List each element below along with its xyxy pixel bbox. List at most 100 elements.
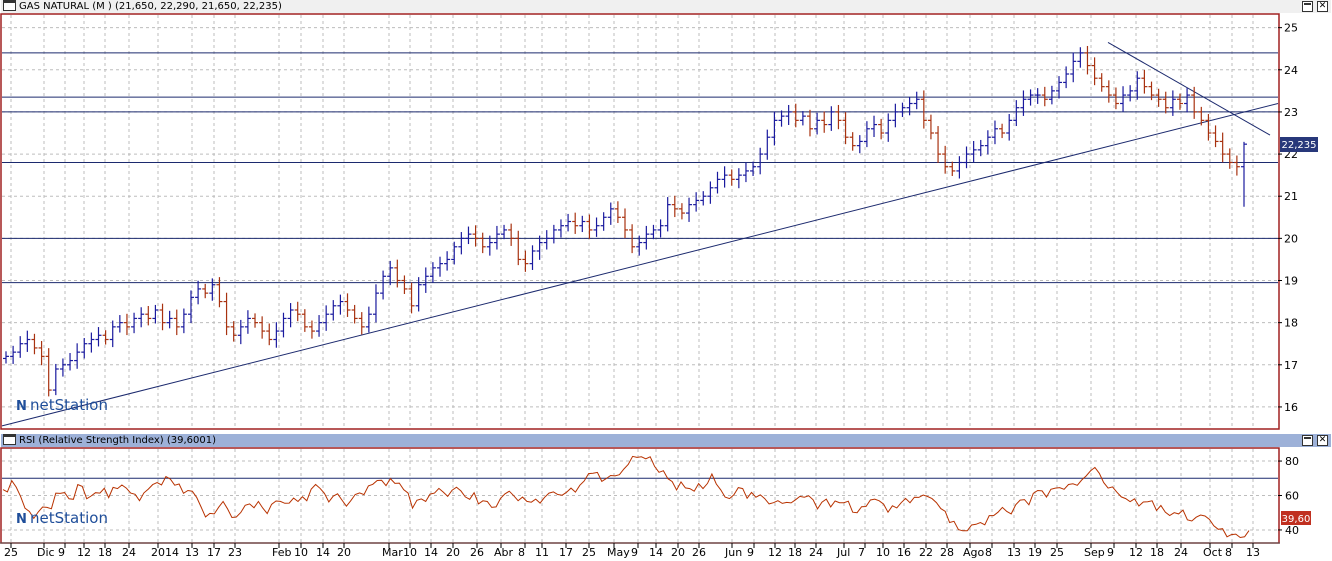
x-axis: 25 Dic 9 12 18 24 2014 13 17 23 Feb 10 14 20 Mar 10 14 20…: [0, 542, 1280, 559]
x-axis-label: Ago: [963, 546, 985, 559]
x-axis-label: 14: [316, 546, 330, 559]
ohlc-bar: [294, 301, 301, 322]
ohlc-bar: [920, 90, 927, 129]
x-axis-label: 24: [122, 546, 136, 559]
ohlc-bar: [173, 309, 180, 336]
price-grid: [2, 15, 1278, 428]
x-axis-label: 20: [337, 546, 351, 559]
ohlc-bar: [771, 111, 778, 146]
ohlc-bar: [1169, 90, 1176, 116]
ohlc-bar: [394, 259, 401, 288]
x-axis-label: 14: [649, 546, 663, 559]
rsi-series-line: [2, 455, 1250, 539]
x-axis-label: 8: [1225, 546, 1232, 559]
price-last-value-bg: [1280, 137, 1318, 152]
ohlc-bar: [821, 111, 828, 133]
close-button[interactable]: ✕: [1317, 1, 1328, 12]
ohlc-bar: [892, 103, 899, 128]
x-axis-label: Jul: [836, 546, 850, 559]
ohlc-bar: [899, 102, 906, 117]
ohlc-bar: [714, 171, 721, 194]
ohlc-bar: [1233, 155, 1240, 176]
ohlc-bar: [579, 215, 586, 233]
ohlc-bar: [266, 323, 273, 346]
ohlc-bar: [45, 348, 52, 397]
x-axis-label: 8: [518, 546, 525, 559]
ohlc-bar: [1141, 69, 1148, 94]
ohlc-bar: [1034, 88, 1041, 104]
ohlc-bar: [565, 213, 572, 232]
ohlc-bar: [387, 260, 394, 286]
watermark-logo-icon: N: [16, 399, 27, 414]
ohlc-bar: [750, 161, 757, 176]
ohlc-bar: [1155, 88, 1162, 107]
x-axis-label: 10: [294, 546, 308, 559]
ohlc-bar: [529, 245, 536, 270]
ohlc-bar: [252, 313, 259, 328]
rsi-grid: [2, 449, 1278, 542]
ohlc-bar: [742, 162, 749, 183]
ohlc-bar: [1176, 93, 1183, 110]
ohlc-bar: [1148, 81, 1155, 101]
ohlc-bar: [1191, 86, 1198, 119]
ohlc-bar: [465, 226, 472, 245]
ohlc-bar: [814, 112, 821, 135]
ohlc-bar: [707, 181, 714, 204]
price-axis-label: 21: [1284, 190, 1298, 203]
ohlc-bar: [301, 309, 308, 332]
x-axis-label: 12: [77, 546, 91, 559]
ohlc-bar: [1020, 90, 1027, 116]
ohlc-bar: [472, 225, 479, 247]
ohlc-bar: [102, 330, 109, 345]
ohlc-bar: [38, 340, 45, 366]
maximize-button[interactable]: [1302, 1, 1313, 12]
x-axis-label: Mar: [382, 546, 403, 559]
price-panel-titlebar: GAS NATURAL (M ) (21,650, 22,290, 21,650…: [1, 0, 1331, 13]
x-axis-label: 10: [876, 546, 890, 559]
rsi-watermark-text: netStation: [30, 509, 108, 527]
rsi-close-button[interactable]: ✕: [1317, 435, 1328, 446]
ohlc-bar: [1041, 86, 1048, 107]
price-plot-frame: [0, 13, 1280, 430]
x-axis-label: Sep: [1084, 546, 1105, 559]
rsi-panel: 40 60 80 39,60 N netStation: [0, 447, 1311, 544]
x-axis-label: May: [607, 546, 630, 559]
ohlc-bar: [223, 292, 230, 336]
x-axis-label: 8: [985, 546, 992, 559]
ohlc-bar: [67, 352, 74, 371]
ohlc-bar: [572, 212, 579, 234]
ohlc-bar: [287, 303, 294, 328]
ohlc-bar: [17, 336, 24, 358]
ohlc-bar: [1098, 73, 1105, 92]
x-axis-label: 12: [768, 546, 782, 559]
ohlc-bar: [913, 91, 920, 110]
x-axis-label: 17: [207, 546, 221, 559]
x-axis-label: 13: [1246, 546, 1260, 559]
ohlc-bar: [593, 217, 600, 237]
ohlc-bar: [1219, 132, 1226, 163]
ohlc-bar: [543, 230, 550, 250]
ohlc-bar: [956, 156, 963, 179]
ohlc-bar: [52, 363, 59, 396]
ohlc-bar: [358, 312, 365, 335]
ohlc-bar: [422, 267, 429, 293]
ohlc-bar: [686, 197, 693, 222]
ohlc-bar: [323, 305, 330, 331]
ohlc-bar: [607, 202, 614, 225]
ohlc-bar: [152, 304, 159, 324]
ohlc-bar: [835, 104, 842, 130]
price-axis-label: 19: [1284, 275, 1298, 288]
ohlc-bar: [372, 284, 379, 323]
ohlc-bar: [408, 282, 415, 314]
ohlc-bar: [74, 343, 81, 369]
rsi-last-value-bg: [1281, 511, 1311, 525]
x-axis-label: 13: [1007, 546, 1021, 559]
ohlc-bar: [629, 224, 636, 254]
ohlc-bar: [380, 270, 387, 300]
rsi-maximize-button[interactable]: [1302, 435, 1313, 446]
x-axis-label: Oct: [1203, 546, 1223, 559]
x-axis-label: 25: [1050, 546, 1064, 559]
ohlc-bar: [444, 251, 451, 271]
ohlc-bar: [187, 290, 194, 324]
x-axis-label: 19: [1028, 546, 1042, 559]
